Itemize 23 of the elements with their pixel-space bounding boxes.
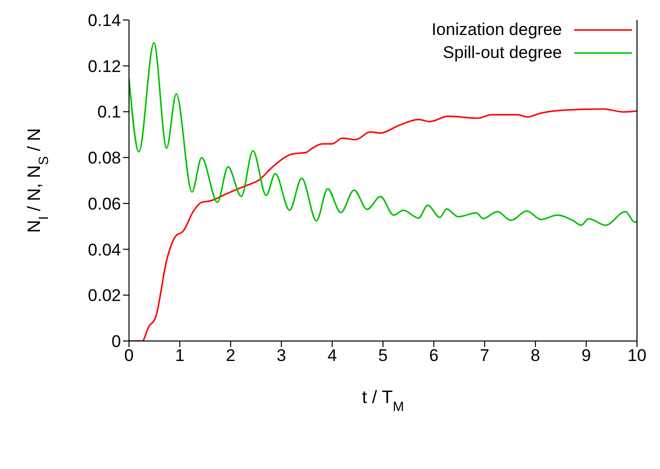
x-tick-label: 4 (327, 346, 337, 366)
x-tick-label: 6 (429, 346, 439, 366)
y-tick-label: 0.1 (97, 102, 121, 122)
y-tick-label: 0.04 (88, 240, 121, 260)
x-tick-label: 9 (581, 346, 591, 366)
legend-label: Spill-out degree (442, 42, 562, 62)
y-tick-label: 0.02 (88, 286, 121, 306)
y-tick-label: 0.08 (88, 148, 121, 168)
x-tick-label: 7 (480, 346, 490, 366)
x-tick-label: 10 (628, 346, 646, 366)
x-tick-label: 0 (124, 346, 134, 366)
x-tick-label: 8 (530, 346, 540, 366)
y-tick-label: 0 (112, 332, 121, 352)
x-axis-title: t / T$_{M}$ (362, 387, 404, 414)
y-tick-label: 0.14 (88, 11, 121, 30)
line-series (129, 42, 637, 226)
x-tick-label: 2 (226, 346, 236, 366)
x-tick-label: 1 (175, 346, 185, 366)
x-tick-label: 3 (276, 346, 286, 366)
y-tick-label: 0.06 (88, 194, 121, 214)
legend-label: Ionization degree (432, 20, 562, 40)
y-tick-label: 0.12 (88, 56, 121, 76)
x-tick-label: 5 (378, 346, 388, 366)
